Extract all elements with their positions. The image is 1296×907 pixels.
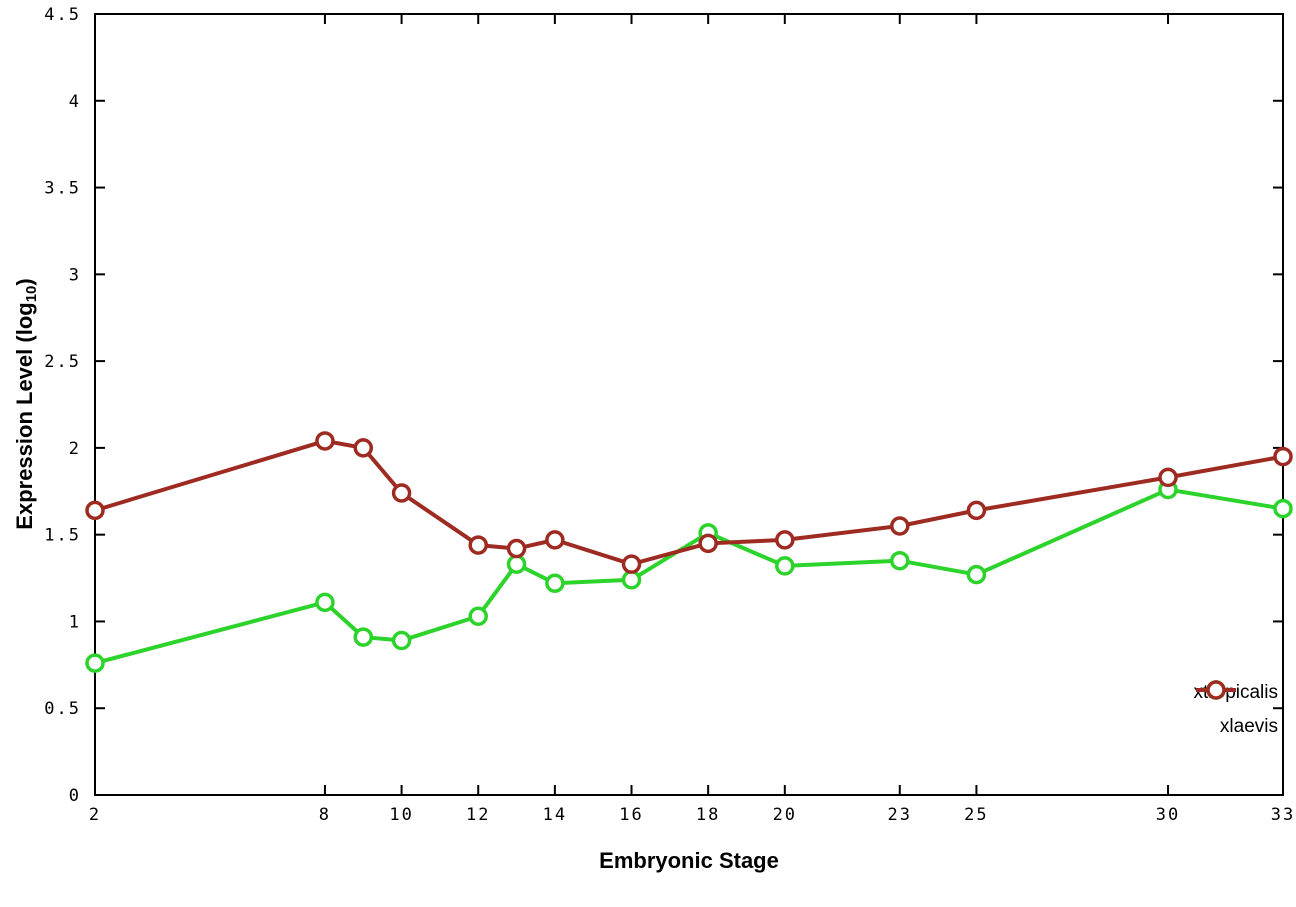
- data-point-xtropicalis: [85, 653, 105, 673]
- data-point-xtropicalis: [1273, 498, 1293, 519]
- y-tick-label: 1.5: [44, 526, 81, 546]
- x-tick-label: 12: [466, 805, 490, 825]
- x-tick-label: 16: [619, 805, 643, 825]
- data-point-xtropicalis: [890, 550, 910, 571]
- data-point-xlaevis: [315, 431, 335, 451]
- x-tick-label: 25: [964, 805, 988, 825]
- data-point-xlaevis: [353, 438, 374, 458]
- series-line-xtropicalis: [93, 487, 1285, 666]
- y-tick-label: 2: [69, 439, 81, 459]
- x-tick-label: 14: [543, 805, 567, 825]
- y-tick-label: 0.5: [44, 699, 81, 719]
- y-axis-label: Expression Level (log10): [12, 278, 40, 529]
- data-point-xlaevis: [966, 500, 987, 521]
- y-tick-label: 3: [69, 265, 81, 285]
- data-point-xlaevis: [506, 538, 527, 559]
- data-point-xtropicalis: [621, 570, 642, 590]
- y-tick-label: 4: [69, 92, 81, 112]
- series-line-xlaevis: [93, 438, 1285, 567]
- legend-label-xlaevis: xlaevis: [1219, 716, 1278, 737]
- x-tick-label: 18: [696, 805, 720, 825]
- y-axis-label-subscript: 10: [23, 285, 40, 303]
- y-tick-label: 4.5: [44, 5, 81, 25]
- data-point-xtropicalis: [966, 564, 987, 585]
- x-tick-label: 23: [888, 805, 912, 825]
- data-point-xtropicalis: [775, 556, 795, 576]
- x-tick-label: 30: [1156, 805, 1180, 825]
- y-tick-label: 3.5: [44, 179, 81, 199]
- data-point-xlaevis: [468, 535, 488, 555]
- legend-marker-xlaevis: [1195, 680, 1236, 700]
- data-point-xlaevis: [775, 530, 795, 550]
- x-tick-label: 8: [319, 805, 331, 825]
- data-point-xlaevis: [85, 500, 105, 521]
- data-point-xtropicalis: [315, 592, 335, 613]
- data-point-xlaevis: [890, 516, 910, 536]
- y-axis-label-main: Expression Level (log: [12, 302, 37, 530]
- data-point-xlaevis: [545, 530, 565, 550]
- y-tick-label: 1: [69, 612, 81, 632]
- y-tick-label: 0: [69, 786, 81, 806]
- data-point-xtropicalis: [391, 630, 412, 651]
- data-point-xlaevis: [621, 554, 642, 574]
- x-tick-label: 10: [389, 805, 413, 825]
- data-point-xlaevis: [698, 533, 718, 554]
- data-point-xtropicalis: [545, 573, 565, 594]
- data-point-xtropicalis: [468, 606, 488, 626]
- x-tick-label: 33: [1271, 805, 1295, 825]
- chart-legend: xtropicalis xlaevis: [1194, 678, 1278, 742]
- y-axis-label-close: ): [12, 278, 37, 286]
- data-point-xtropicalis: [353, 627, 374, 647]
- y-tick-label: 2.5: [44, 352, 81, 372]
- data-point-xtropicalis: [506, 554, 527, 574]
- data-point-xlaevis: [1158, 467, 1178, 488]
- plot-border: [94, 13, 1284, 796]
- x-axis-label: Embryonic Stage: [599, 848, 779, 873]
- legend-row-xlaevis: xlaevis: [1194, 680, 1278, 742]
- data-point-xlaevis: [1273, 446, 1293, 467]
- data-point-xlaevis: [391, 483, 412, 503]
- x-tick-label: 2: [89, 805, 101, 825]
- x-tick-label: 20: [773, 805, 797, 825]
